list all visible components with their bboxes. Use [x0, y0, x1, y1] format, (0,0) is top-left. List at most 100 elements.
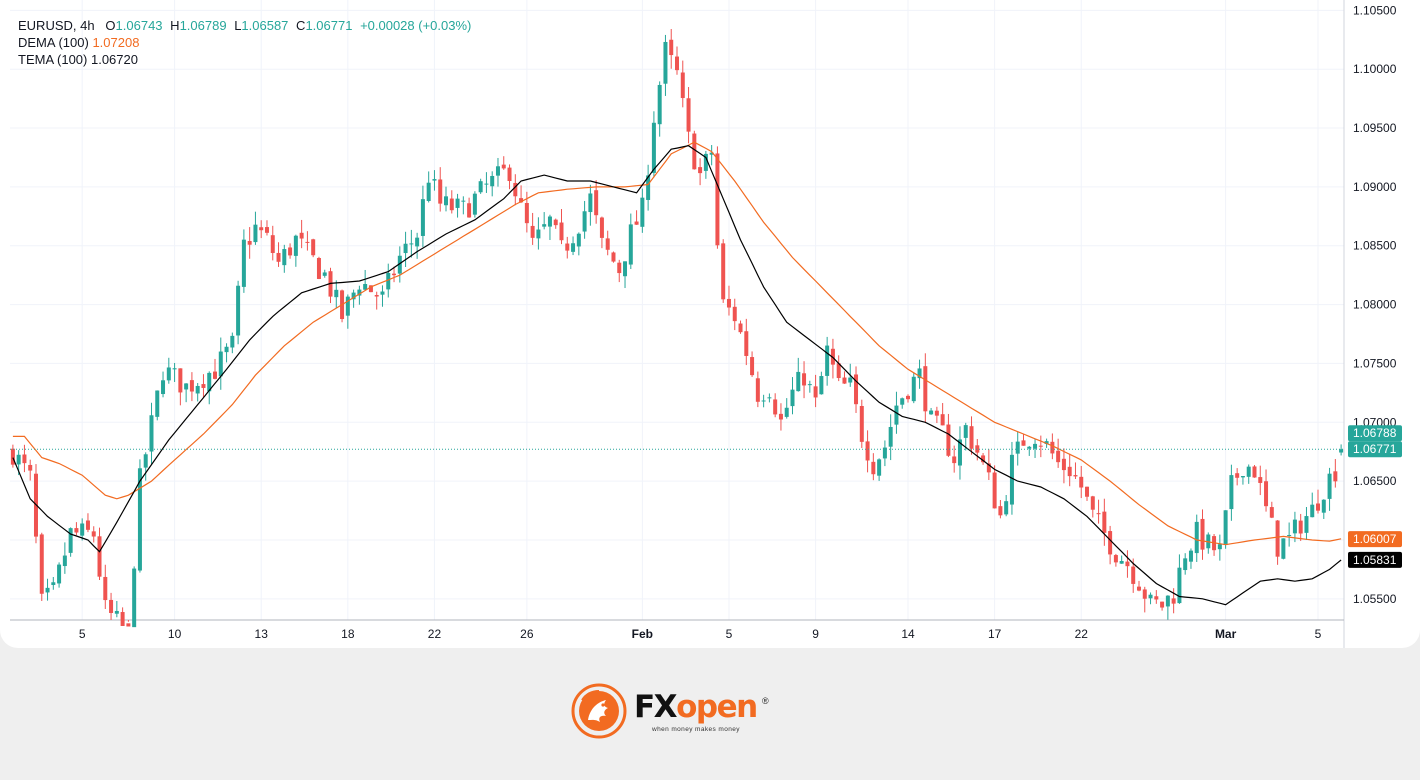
candle-body — [1102, 511, 1107, 533]
logo-registered-mark: ® — [762, 696, 769, 706]
candle-body — [345, 296, 350, 316]
candle-body — [166, 367, 171, 381]
candle-body — [109, 599, 114, 613]
candle-body — [698, 167, 703, 174]
candle-body — [1125, 561, 1130, 567]
candle-body — [259, 227, 264, 231]
candle-body — [501, 164, 506, 169]
candle-body — [1142, 589, 1147, 599]
candle-body — [588, 193, 593, 213]
candle-body — [316, 258, 321, 279]
candle-body — [1269, 507, 1274, 518]
price-tag — [1348, 551, 1402, 568]
candle-body — [542, 224, 547, 227]
close-value: 1.06771 — [305, 18, 353, 33]
candle-body — [490, 175, 495, 187]
candle-body — [623, 261, 628, 277]
candle-body — [1333, 471, 1338, 482]
candle-body — [241, 239, 246, 287]
candle-body — [39, 534, 44, 594]
candle-body — [784, 407, 789, 417]
candle-body — [380, 291, 385, 295]
dema-row[interactable]: DEMA (100) 1.07208 — [18, 34, 479, 51]
y-tick-label: 1.09500 — [1353, 121, 1397, 135]
candle-body — [415, 237, 420, 247]
candle-body — [1246, 466, 1251, 477]
y-tick-label: 1.08500 — [1353, 239, 1397, 253]
candle-body — [195, 385, 200, 394]
dema-line — [12, 141, 1342, 546]
candle-body — [1177, 567, 1182, 604]
candle-body — [507, 167, 512, 182]
price-chart[interactable]: 1.10500 1.10000 1.09500 1.09000 1.08500 1.080… — [0, 0, 1420, 648]
candle-body — [640, 197, 645, 227]
candle-body — [605, 238, 610, 250]
candle-body — [657, 84, 662, 125]
candle-body — [137, 468, 142, 571]
candle-body — [282, 249, 287, 266]
candle-body — [882, 447, 887, 459]
tema-label: TEMA (100) — [18, 52, 88, 67]
candle-body — [998, 506, 1003, 516]
candle-body — [143, 454, 148, 468]
x-tick-label: 9 — [812, 627, 819, 641]
fxopen-logo: FXopen ® when money makes money — [570, 682, 780, 742]
candle-body — [403, 243, 408, 254]
price-tag-label: 1.06788 — [1353, 426, 1397, 440]
candle-body — [207, 372, 212, 392]
candle-body — [721, 243, 726, 300]
low-value: 1.06587 — [241, 18, 289, 33]
candle-body — [755, 378, 760, 402]
candle-body — [213, 371, 218, 379]
candle-body — [802, 373, 807, 386]
candle-body — [1229, 475, 1234, 510]
candle-body — [120, 612, 125, 626]
candle-body — [1148, 594, 1153, 599]
price-tag-label: 1.06007 — [1353, 532, 1397, 546]
candle-body — [582, 211, 587, 232]
candle-body — [894, 405, 899, 425]
candle-body — [149, 415, 154, 452]
candle-body — [617, 262, 622, 274]
candle-body — [495, 166, 500, 176]
candle-body — [1061, 458, 1066, 471]
candle-body — [172, 368, 177, 370]
candle-body — [796, 371, 801, 392]
candle-body — [22, 454, 27, 464]
x-tick-label: 22 — [428, 627, 442, 641]
candle-body — [68, 528, 73, 553]
y-tick-label: 1.10000 — [1353, 62, 1397, 76]
candle-body — [651, 122, 656, 173]
candle-body — [1154, 596, 1159, 600]
candle-body — [236, 285, 241, 336]
candle-body — [848, 377, 853, 383]
candle-body — [680, 72, 685, 99]
tema-row[interactable]: TEMA (100) 1.06720 — [18, 51, 479, 68]
candle-body — [363, 284, 368, 290]
candle-body — [750, 357, 755, 376]
candle-body — [270, 235, 275, 254]
candle-body — [513, 182, 518, 197]
symbol-label[interactable]: EURUSD, 4h — [18, 18, 95, 33]
candle-body — [1200, 518, 1205, 550]
candle-body — [126, 623, 131, 627]
candle-body — [293, 235, 298, 256]
candle-body — [484, 183, 489, 185]
candle-body — [57, 564, 62, 584]
candle-body — [1240, 476, 1245, 478]
candle-body — [813, 386, 818, 398]
candle-body — [911, 376, 916, 402]
candle-body — [842, 377, 847, 384]
candle-body — [1056, 450, 1061, 463]
candle-body — [1027, 446, 1032, 449]
candle-body — [10, 448, 15, 465]
candle-body — [161, 380, 166, 395]
candle-body — [992, 472, 997, 509]
y-tick-label: 1.10500 — [1353, 3, 1397, 17]
y-tick-label: 1.09000 — [1353, 180, 1397, 194]
candle-body — [732, 306, 737, 322]
candle-body — [1090, 496, 1095, 510]
candle-body — [264, 227, 269, 233]
price-tag-label: 1.05831 — [1353, 553, 1397, 567]
candle-body — [675, 56, 679, 71]
